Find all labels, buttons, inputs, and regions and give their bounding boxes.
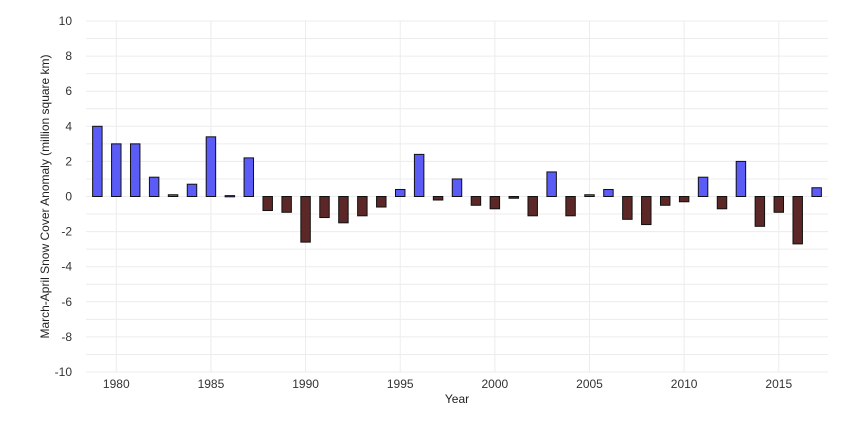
bar-1990	[300, 196, 311, 243]
x-tick-label: 2015	[765, 377, 792, 391]
bar-2003	[546, 171, 557, 197]
bars	[92, 125, 822, 245]
bar-2013	[735, 160, 747, 197]
bar-2000	[489, 196, 501, 210]
y-tick-label: -2	[61, 225, 72, 239]
x-tick-label: 1995	[387, 377, 414, 391]
y-axis-title: March-April Snow Cover Anomaly (million …	[38, 54, 52, 338]
bar-2011	[697, 176, 709, 198]
bar-1994	[376, 196, 387, 208]
x-tick-labels: 1980 1985 1990 1995 2000 2005 2010 2015	[103, 377, 793, 391]
x-tick-label: 2000	[482, 377, 509, 391]
bar-2006	[603, 188, 614, 197]
y-tick-label: 0	[65, 190, 72, 204]
bar-1988	[262, 196, 273, 212]
bar-2015	[773, 196, 785, 213]
y-tick-label: 6	[65, 84, 72, 98]
y-tick-label: -4	[61, 260, 72, 274]
bar-1992	[338, 196, 349, 224]
x-tick-label: 1990	[292, 377, 319, 391]
bar-2012	[716, 196, 728, 210]
bar-1993	[357, 196, 368, 217]
bar-2008	[641, 196, 652, 226]
x-tick-label: 2005	[576, 377, 603, 391]
bar-1985	[205, 136, 217, 197]
bar-1999	[470, 196, 482, 206]
bar-1997	[432, 196, 444, 201]
x-axis-title: Year	[445, 392, 469, 406]
x-tick-label: 2010	[671, 377, 698, 391]
y-tick-label: -10	[55, 365, 73, 379]
bar-2007	[622, 196, 633, 220]
bar-1995	[394, 188, 406, 197]
bar-2005	[584, 194, 595, 197]
bar-1984	[186, 183, 198, 197]
bar-2016	[792, 196, 803, 245]
bar-1989	[281, 196, 292, 213]
bar-2004	[565, 196, 576, 217]
y-tick-label: 10	[59, 14, 73, 28]
bar-1987	[243, 157, 255, 197]
bar-1986	[224, 195, 236, 198]
bar-1996	[413, 153, 425, 198]
bar-2014	[754, 196, 766, 227]
bar-2010	[678, 196, 690, 203]
bar-1980	[111, 143, 122, 198]
bar-1979	[92, 125, 103, 197]
bar-2009	[659, 196, 671, 206]
bar-1981	[129, 143, 141, 198]
bar-2017	[811, 187, 822, 198]
y-tick-label: 2	[65, 154, 72, 168]
bar-1998	[451, 178, 463, 197]
bar-1982	[148, 176, 160, 198]
y-tick-label: 8	[65, 49, 72, 63]
x-tick-label: 1985	[198, 377, 225, 391]
y-tick-label: -6	[61, 295, 72, 309]
bar-1991	[319, 196, 330, 219]
bar-1983	[167, 194, 179, 197]
bar-2002	[527, 196, 538, 217]
bar-2001	[508, 196, 520, 199]
y-tick-labels: -10 -8 -6 -4 -2 0 2 4 6 8 10	[55, 14, 73, 379]
x-tick-label: 1980	[103, 377, 130, 391]
y-tick-label: 4	[65, 119, 72, 133]
y-tick-label: -8	[61, 330, 72, 344]
